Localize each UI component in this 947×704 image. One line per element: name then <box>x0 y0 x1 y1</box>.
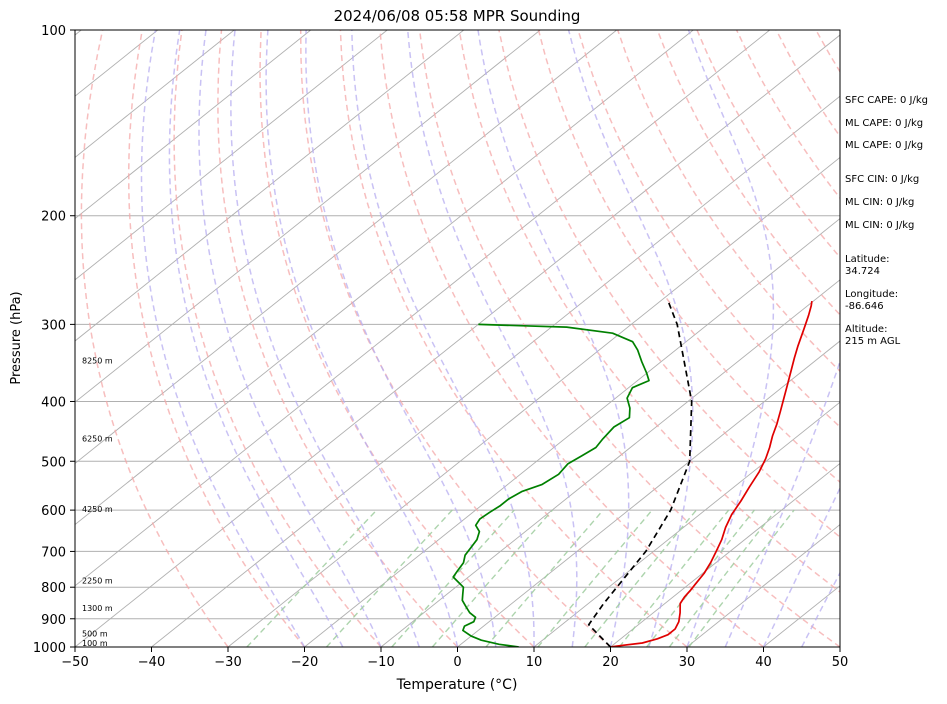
height-label: 1300 m <box>82 604 113 613</box>
parameter-text: ML CAPE: 0 J/kg <box>845 140 923 151</box>
x-tick-label: −10 <box>367 655 394 670</box>
x-tick-label: 40 <box>755 655 772 670</box>
y-tick-label: 700 <box>41 545 66 560</box>
y-tick-label: 900 <box>41 613 66 628</box>
parameter-text: SFC CAPE: 0 J/kg <box>845 95 928 106</box>
x-tick-label: −20 <box>291 655 318 670</box>
y-tick-label: 200 <box>41 210 66 225</box>
chart-title: 2024/06/08 05:58 MPR Sounding <box>334 7 581 25</box>
parameter-text: SFC CIN: 0 J/kg <box>845 174 919 185</box>
parameter-text: 34.724 <box>845 266 880 277</box>
x-axis-label: Temperature (°C) <box>396 677 518 693</box>
x-tick-label: 10 <box>526 655 543 670</box>
parameter-text: ML CIN: 0 J/kg <box>845 220 914 231</box>
x-tick-label: 50 <box>832 655 849 670</box>
x-tick-label: −30 <box>214 655 241 670</box>
parameter-text: ML CAPE: 0 J/kg <box>845 118 923 129</box>
x-tick-label: 0 <box>453 655 461 670</box>
height-label: 8250 m <box>82 356 113 365</box>
parameter-text: 215 m AGL <box>845 336 901 347</box>
y-tick-label: 100 <box>41 24 66 39</box>
y-tick-label: 1000 <box>33 641 66 656</box>
parameter-text: Latitude: <box>845 254 890 265</box>
parameter-text: ML CIN: 0 J/kg <box>845 197 914 208</box>
y-tick-label: 500 <box>41 455 66 470</box>
height-label: 4250 m <box>82 505 113 514</box>
parameter-text: -86.646 <box>845 301 884 312</box>
x-tick-label: 20 <box>602 655 619 670</box>
height-label: 2250 m <box>82 576 113 585</box>
x-tick-label: 30 <box>679 655 696 670</box>
x-tick-label: −40 <box>138 655 165 670</box>
y-tick-label: 400 <box>41 395 66 410</box>
y-tick-label: 300 <box>41 318 66 333</box>
height-label: 500 m <box>82 629 108 638</box>
x-tick-label: −50 <box>61 655 88 670</box>
height-label: 6250 m <box>82 434 113 443</box>
parameter-text: Altitude: <box>845 324 887 335</box>
y-tick-label: 800 <box>41 581 66 596</box>
parameter-text: Longitude: <box>845 289 898 300</box>
y-axis-label: Pressure (hPa) <box>9 291 24 384</box>
y-tick-label: 600 <box>41 504 66 519</box>
